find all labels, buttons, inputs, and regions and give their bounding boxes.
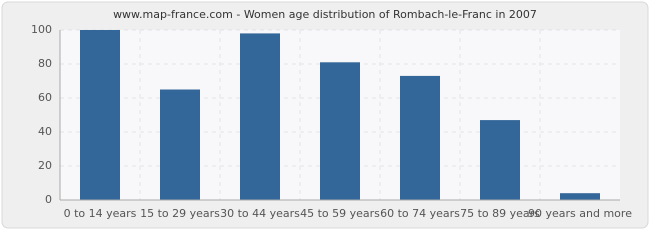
x-tick-label: 90 years and more — [528, 207, 632, 220]
y-tick-label: 40 — [38, 125, 52, 138]
bar — [160, 89, 200, 200]
bar — [80, 30, 120, 200]
bar — [400, 75, 440, 200]
x-tick-label: 75 to 89 years — [460, 207, 540, 220]
x-tick-label: 60 to 74 years — [380, 207, 460, 220]
y-tick-label: 20 — [38, 159, 52, 172]
x-tick-label: 15 to 29 years — [140, 207, 220, 220]
bar — [480, 120, 520, 200]
x-tick-label: 30 to 44 years — [220, 207, 300, 220]
chart: www.map-france.com - Women age distribut… — [1, 1, 649, 229]
y-tick-label: 100 — [31, 23, 52, 36]
y-tick-label: 80 — [38, 57, 52, 70]
x-tick-label: 0 to 14 years — [64, 207, 137, 220]
y-tick-label: 60 — [38, 91, 52, 104]
y-tick-label: 0 — [45, 193, 52, 206]
chart-title: www.map-france.com - Women age distribut… — [113, 8, 537, 21]
bar — [240, 33, 280, 201]
x-tick-label: 45 to 59 years — [300, 207, 380, 220]
bar — [560, 193, 600, 200]
bar — [320, 62, 360, 200]
